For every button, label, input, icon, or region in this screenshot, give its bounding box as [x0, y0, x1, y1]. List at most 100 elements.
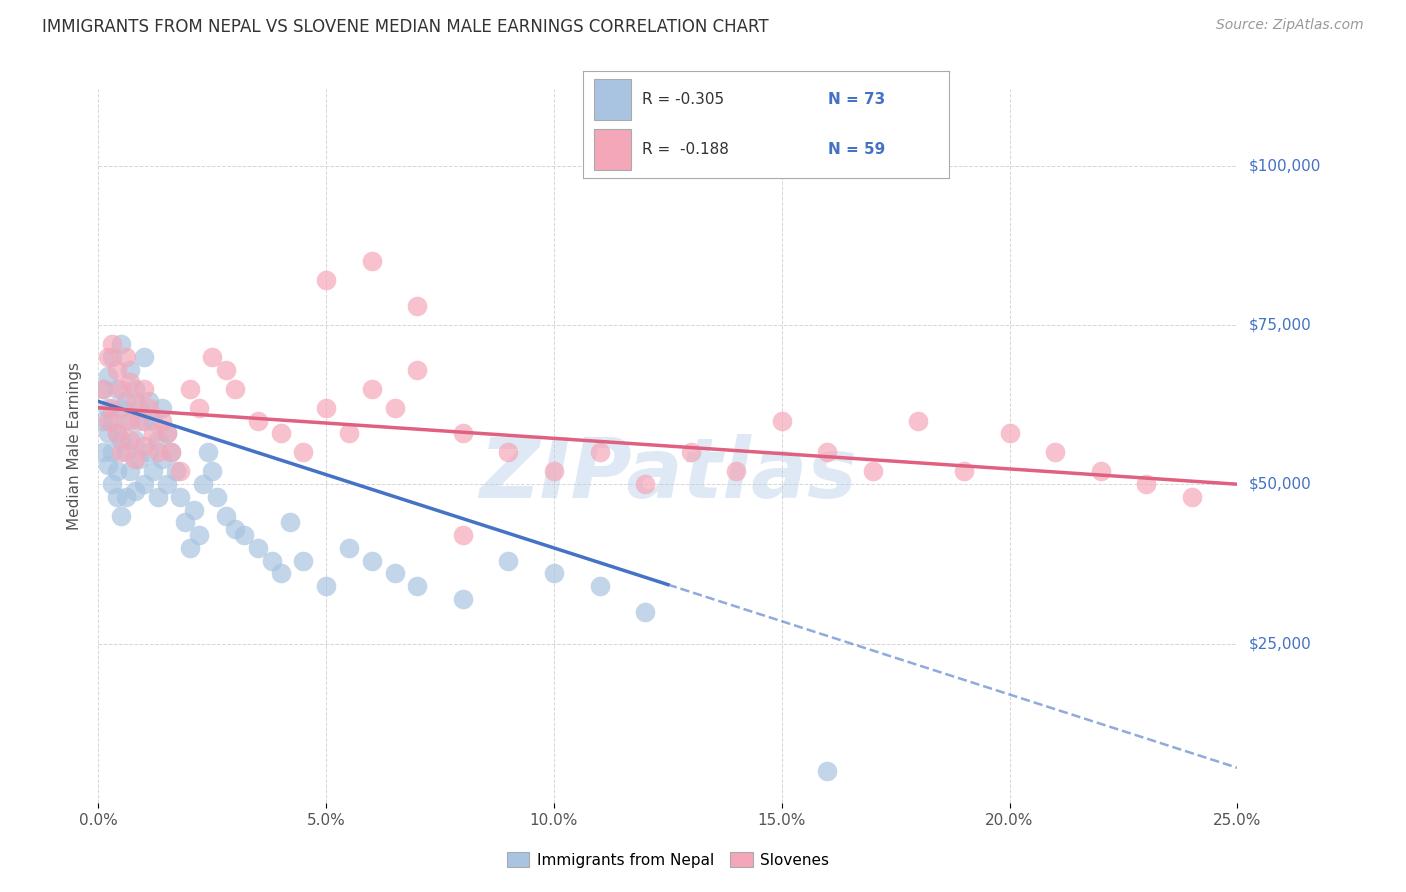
Point — [96, 401, 118, 415]
Point — [224, 522, 246, 536]
Point — [160, 445, 183, 459]
Point — [205, 490, 228, 504]
Point — [101, 350, 124, 364]
Point — [110, 445, 132, 459]
Point — [360, 382, 382, 396]
Point — [862, 465, 884, 479]
Point — [91, 413, 114, 427]
Point — [193, 477, 215, 491]
Point — [384, 566, 406, 581]
Text: ZIPatlas: ZIPatlas — [479, 434, 856, 515]
Text: R =  -0.188: R = -0.188 — [643, 142, 728, 157]
Point — [105, 465, 128, 479]
Point — [292, 445, 315, 459]
Point — [132, 439, 155, 453]
Point — [146, 433, 169, 447]
Text: $50,000: $50,000 — [1249, 476, 1312, 491]
Point — [114, 490, 136, 504]
Point — [292, 554, 315, 568]
Point — [124, 382, 146, 396]
Point — [114, 445, 136, 459]
Point — [128, 451, 150, 466]
Point — [315, 273, 337, 287]
Point — [179, 541, 201, 555]
Point — [907, 413, 929, 427]
Point — [169, 465, 191, 479]
Point — [406, 362, 429, 376]
Point — [215, 362, 238, 376]
Point — [187, 401, 209, 415]
Point — [150, 401, 173, 415]
Point — [815, 445, 838, 459]
Point — [270, 566, 292, 581]
Point — [384, 401, 406, 415]
Point — [120, 376, 142, 390]
Point — [815, 764, 838, 778]
Point — [146, 490, 169, 504]
Point — [101, 337, 124, 351]
Point — [1090, 465, 1112, 479]
Point — [953, 465, 976, 479]
Point — [998, 426, 1021, 441]
Point — [156, 477, 179, 491]
Point — [91, 445, 114, 459]
Text: Source: ZipAtlas.com: Source: ZipAtlas.com — [1216, 18, 1364, 32]
Point — [124, 451, 146, 466]
Point — [110, 382, 132, 396]
Point — [634, 605, 657, 619]
Point — [132, 413, 155, 427]
Point — [315, 579, 337, 593]
Point — [451, 528, 474, 542]
Point — [105, 490, 128, 504]
Point — [406, 579, 429, 593]
Point — [169, 490, 191, 504]
Point — [132, 477, 155, 491]
Point — [150, 413, 173, 427]
Point — [278, 516, 301, 530]
Y-axis label: Median Male Earnings: Median Male Earnings — [67, 362, 83, 530]
Bar — [595, 78, 631, 120]
Point — [91, 382, 114, 396]
Point — [105, 426, 128, 441]
Point — [120, 465, 142, 479]
Point — [128, 413, 150, 427]
Point — [770, 413, 793, 427]
Point — [543, 566, 565, 581]
Point — [96, 350, 118, 364]
Point — [114, 394, 136, 409]
Point — [165, 465, 187, 479]
Text: R = -0.305: R = -0.305 — [643, 92, 724, 107]
Point — [138, 445, 160, 459]
Point — [233, 528, 256, 542]
Point — [588, 579, 610, 593]
Point — [96, 426, 118, 441]
Point — [406, 299, 429, 313]
Point — [498, 445, 520, 459]
Legend: Immigrants from Nepal, Slovenes: Immigrants from Nepal, Slovenes — [501, 846, 835, 873]
Point — [246, 413, 269, 427]
Point — [160, 445, 183, 459]
Point — [360, 554, 382, 568]
Point — [101, 401, 124, 415]
Text: N = 73: N = 73 — [828, 92, 886, 107]
Point — [725, 465, 748, 479]
Point — [187, 528, 209, 542]
Point — [96, 458, 118, 472]
Point — [315, 401, 337, 415]
Point — [224, 382, 246, 396]
Point — [246, 541, 269, 555]
Point — [146, 445, 169, 459]
Point — [138, 401, 160, 415]
Bar — [595, 129, 631, 169]
Point — [105, 426, 128, 441]
Point — [215, 509, 238, 524]
Text: IMMIGRANTS FROM NEPAL VS SLOVENE MEDIAN MALE EARNINGS CORRELATION CHART: IMMIGRANTS FROM NEPAL VS SLOVENE MEDIAN … — [42, 18, 769, 36]
Point — [451, 591, 474, 606]
Point — [197, 445, 219, 459]
Point — [96, 413, 118, 427]
Point — [142, 465, 165, 479]
Point — [114, 350, 136, 364]
Point — [543, 465, 565, 479]
Point — [105, 362, 128, 376]
Point — [201, 350, 224, 364]
